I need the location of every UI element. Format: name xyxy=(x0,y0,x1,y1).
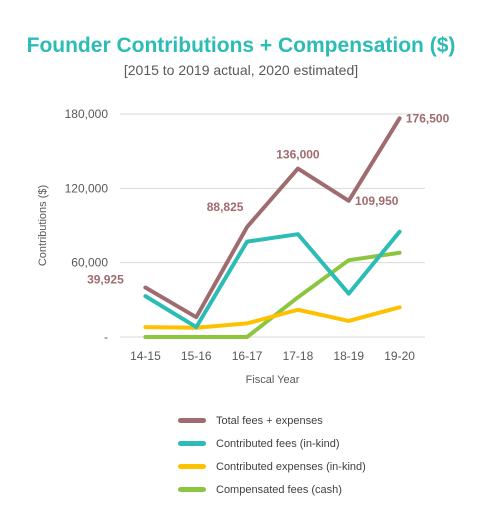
legend-swatch xyxy=(178,441,206,446)
data-label: 136,000 xyxy=(276,148,320,162)
data-label: 109,950 xyxy=(355,194,399,208)
chart-title: Founder Contributions + Compensation ($) xyxy=(26,34,456,57)
data-label: 39,925 xyxy=(87,273,124,287)
legend-item: Contributed fees (in-kind) xyxy=(178,432,366,455)
legend-item: Contributed expenses (in-kind) xyxy=(178,455,366,478)
x-tick-label: 16-17 xyxy=(232,349,263,363)
x-tick-label: 17-18 xyxy=(283,349,314,363)
x-tick-label: 19-20 xyxy=(384,349,415,363)
legend-item: Compensated fees (cash) xyxy=(178,478,366,501)
series-line xyxy=(143,250,402,339)
legend-label: Total fees + expenses xyxy=(216,414,323,427)
legend-item: Total fees + expenses xyxy=(178,409,366,432)
chart-subtitle: [2015 to 2019 actual, 2020 estimated] xyxy=(123,62,359,78)
legend-swatch xyxy=(178,418,206,423)
series-line xyxy=(143,229,402,330)
chart-legend: Total fees + expenses Contributed fees (i… xyxy=(178,409,366,501)
series-line xyxy=(143,305,402,330)
legend-label: Contributed expenses (in-kind) xyxy=(216,460,366,473)
y-tick-label: 120,000 xyxy=(65,181,109,195)
x-axis-label: Fiscal Year xyxy=(246,374,300,386)
legend-swatch xyxy=(178,464,206,469)
line-chart: - 60,000 120,000 180,000 14-15 15-16 16-17 17-1… xyxy=(37,107,450,386)
series-line xyxy=(143,116,402,320)
y-axis-label: Contributions ($) xyxy=(37,185,49,266)
legend-label: Compensated fees (cash) xyxy=(216,483,342,496)
data-label: 176,500 xyxy=(406,111,450,125)
legend-swatch xyxy=(178,487,206,492)
y-tick-label: - xyxy=(104,330,108,344)
data-label: 88,825 xyxy=(207,200,244,214)
x-tick-label: 15-16 xyxy=(181,349,212,363)
x-tick-label: 18-19 xyxy=(333,349,364,363)
y-tick-label: 180,000 xyxy=(65,107,109,121)
x-tick-label: 14-15 xyxy=(130,349,161,363)
y-tick-label: 60,000 xyxy=(71,256,108,270)
legend-label: Contributed fees (in-kind) xyxy=(216,437,340,450)
